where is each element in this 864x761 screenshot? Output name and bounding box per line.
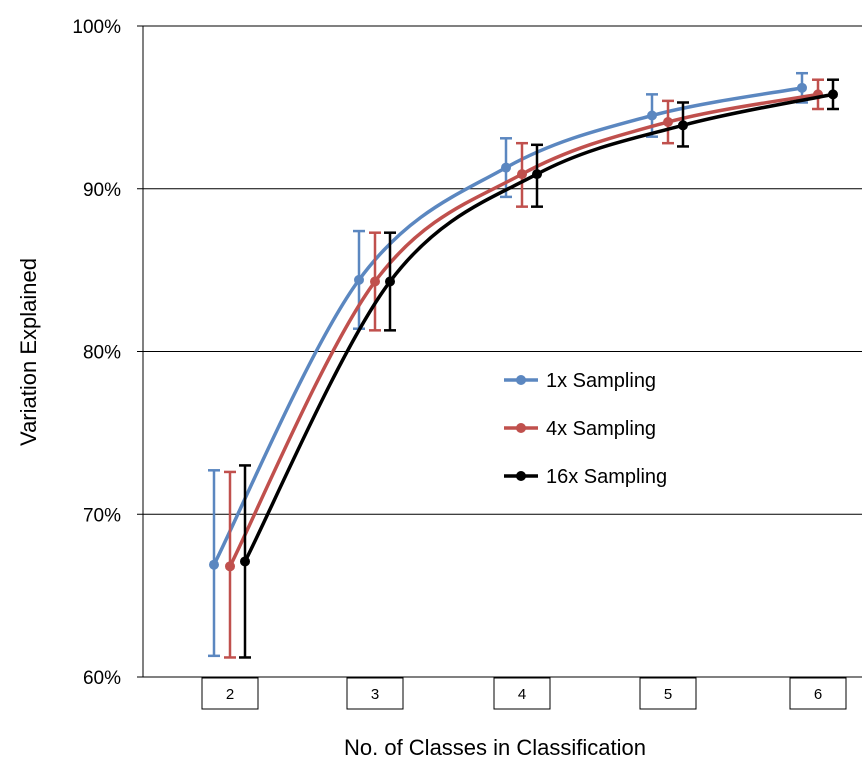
series-3 (239, 78, 839, 659)
x-tick-box (493, 677, 551, 710)
data-point (517, 169, 527, 180)
data-point (647, 110, 657, 121)
series-line (212, 86, 803, 566)
x-tick-label: 6 (814, 686, 822, 703)
series-2 (224, 78, 824, 659)
x-tick-labels: 2 3 4 5 6 (201, 677, 847, 710)
data-point (225, 561, 235, 572)
x-tick-box (201, 677, 259, 710)
series-line (243, 92, 834, 563)
x-tick-box (639, 677, 697, 710)
y-axis-title: Variation Explained (16, 258, 41, 446)
data-point (663, 117, 673, 128)
y-tick-labels: 60% 70% 80% 90% 100% (72, 17, 121, 689)
data-point (209, 559, 219, 570)
data-point (370, 276, 380, 287)
legend-swatch-marker (516, 375, 526, 385)
data-point (354, 274, 364, 285)
x-tick-label: 5 (664, 686, 672, 703)
data-point (501, 162, 511, 173)
gridlines (137, 25, 862, 678)
legend-item: 16x Sampling (504, 466, 667, 488)
series-group (208, 71, 839, 659)
series-line (228, 92, 819, 568)
y-tick-label: 70% (83, 505, 121, 526)
legend-swatch-marker (516, 423, 526, 433)
y-tick-label: 60% (83, 668, 121, 689)
y-tick-label: 90% (83, 180, 121, 201)
legend-label: 16x Sampling (546, 466, 667, 488)
y-tick-label: 80% (83, 343, 121, 364)
series-1 (208, 71, 808, 658)
axes (142, 26, 862, 678)
legend-swatch-marker (516, 471, 526, 481)
x-axis-title: No. of Classes in Classification (344, 735, 646, 760)
data-point (828, 89, 838, 100)
x-tick-label: 4 (518, 686, 526, 703)
data-point (532, 169, 542, 180)
y-tick-label: 100% (72, 17, 121, 38)
legend-item: 4x Sampling (504, 418, 656, 440)
data-point (240, 556, 250, 567)
x-tick-box (346, 677, 404, 710)
legend: 1x Sampling 4x Sampling 16x Sampling (504, 370, 667, 488)
x-tick-label: 3 (371, 686, 379, 703)
data-point (797, 82, 807, 93)
legend-item: 1x Sampling (504, 370, 656, 392)
data-point (385, 276, 395, 287)
legend-label: 4x Sampling (546, 418, 656, 440)
data-point (678, 120, 688, 131)
x-tick-label: 2 (226, 686, 234, 703)
x-tick-box (789, 677, 847, 710)
legend-label: 1x Sampling (546, 370, 656, 392)
